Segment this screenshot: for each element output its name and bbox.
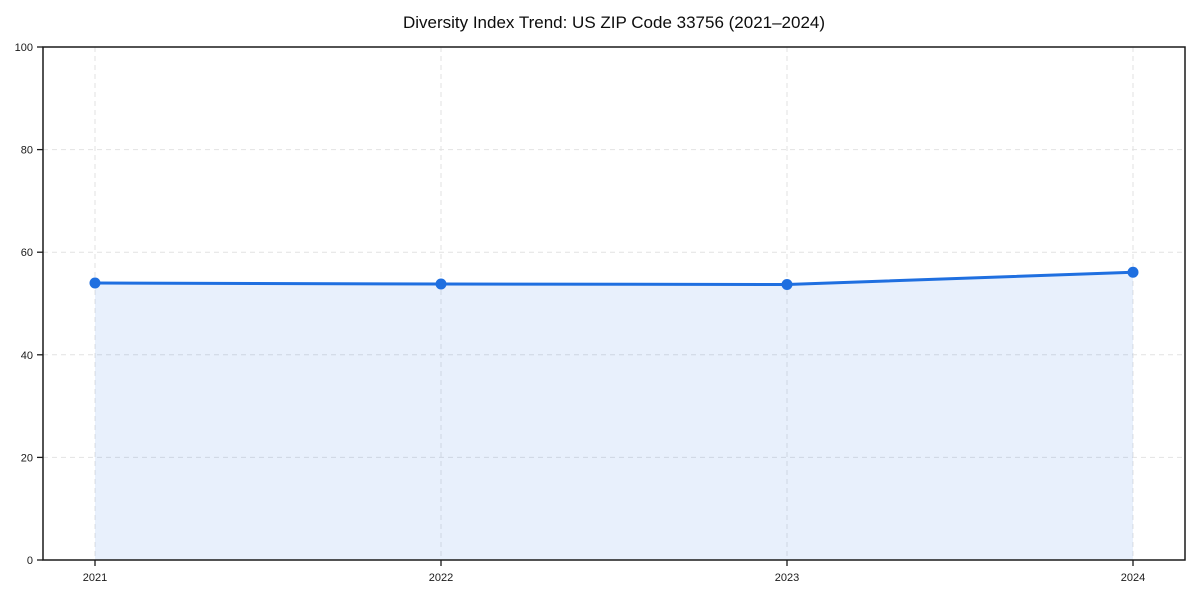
y-tick-label: 80 [21,145,33,157]
y-tick-label: 20 [21,452,33,464]
chart-title: Diversity Index Trend: US ZIP Code 33756… [402,13,826,32]
x-tick-label: 2024 [1121,572,1145,584]
y-tick-label: 100 [15,42,33,54]
x-tick-label: 2022 [429,572,453,584]
y-tick-label: 0 [27,555,33,567]
data-point-2024 [1127,266,1139,278]
x-tick-label: 2023 [775,572,799,584]
y-tick-label: 60 [21,247,33,259]
x-tick-label: 2021 [83,572,107,584]
data-point-2021 [89,277,101,289]
data-point-2023 [781,279,793,291]
area-fill [95,272,1133,560]
data-point-2022 [435,278,447,290]
plot-frame [42,46,1186,561]
trend-line [93,270,1135,287]
y-tick-label: 40 [21,350,33,362]
